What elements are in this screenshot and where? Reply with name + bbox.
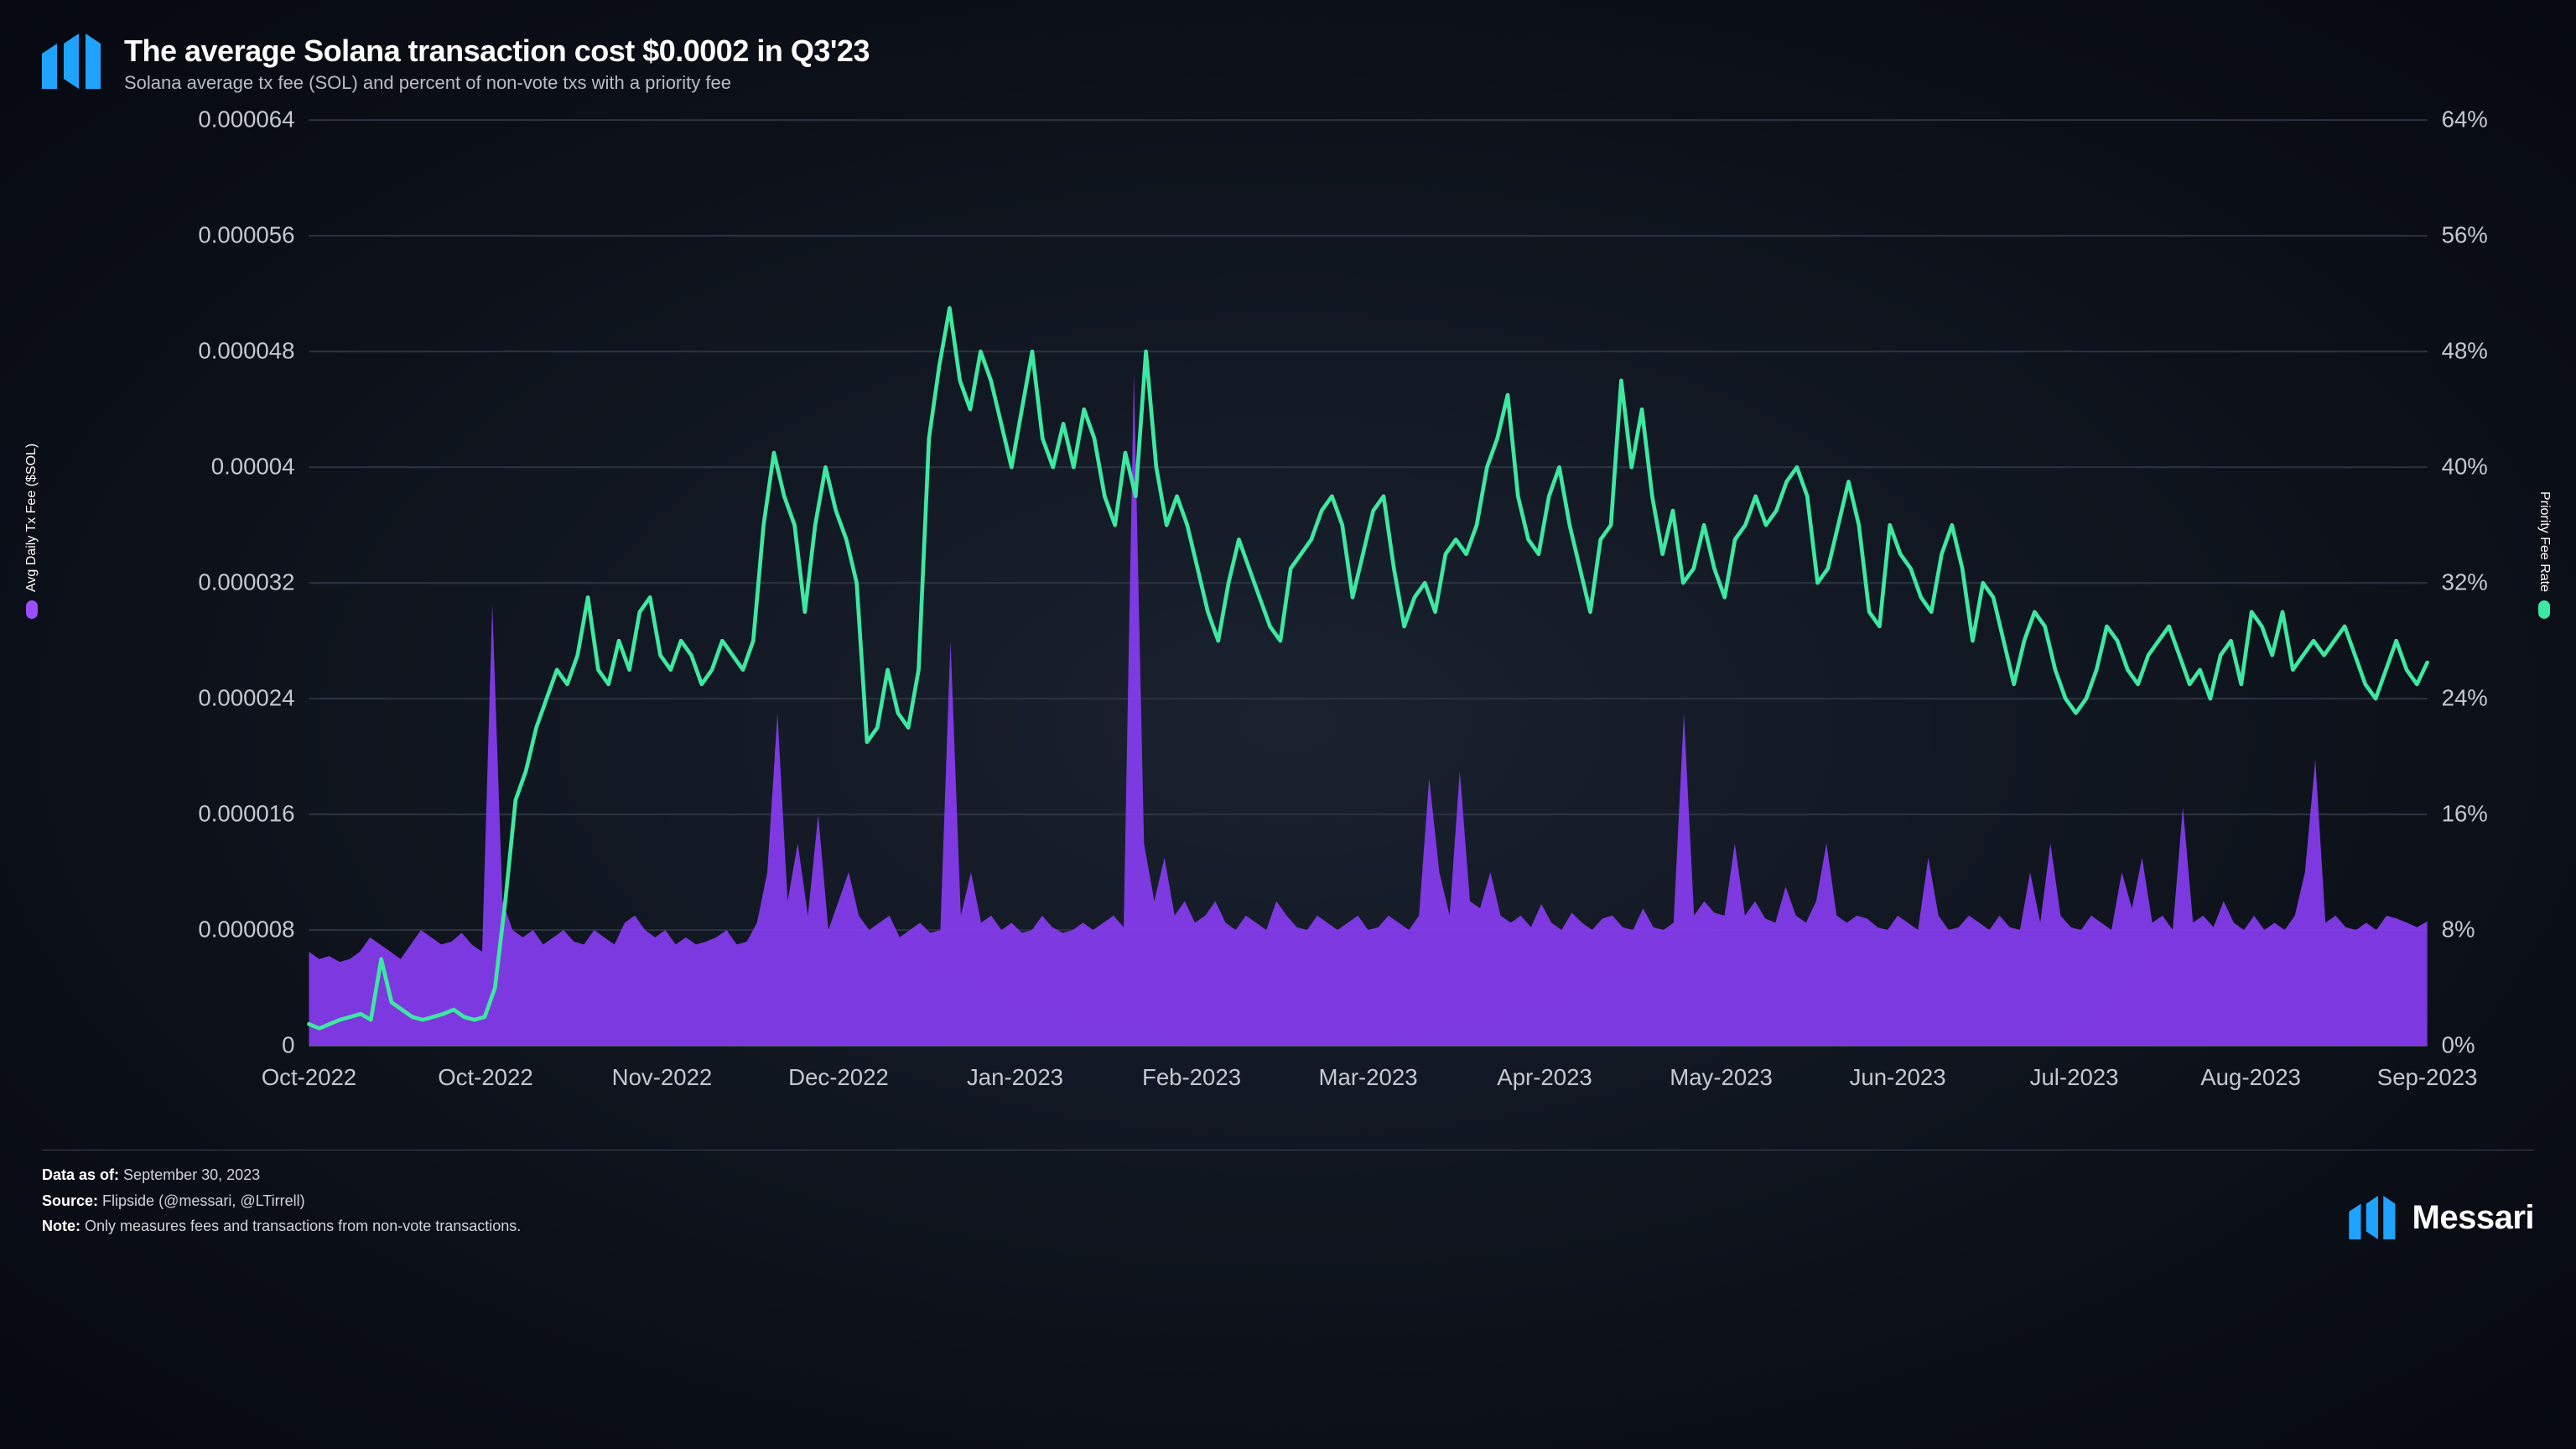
svg-text:0.000048: 0.000048 [198, 338, 294, 364]
svg-text:64%: 64% [2442, 106, 2488, 132]
svg-text:0.000064: 0.000064 [198, 106, 294, 132]
brand-name: Messari [2412, 1199, 2534, 1237]
header: The average Solana transaction cost $0.0… [42, 34, 2534, 94]
svg-text:Oct-2022: Oct-2022 [438, 1064, 532, 1090]
right-axis-label: Priority Fee Rate [2537, 491, 2552, 619]
chart-subtitle: Solana average tx fee (SOL) and percent … [124, 72, 870, 94]
source-value: Flipside (@messari, @LTirrell) [102, 1192, 305, 1209]
svg-text:0.00004: 0.00004 [211, 454, 295, 480]
svg-text:32%: 32% [2442, 569, 2488, 595]
footer-meta: Data as of: September 30, 2023 Source: F… [42, 1162, 521, 1239]
svg-text:56%: 56% [2442, 222, 2488, 248]
svg-text:16%: 16% [2442, 801, 2488, 827]
note-value: Only measures fees and transactions from… [85, 1218, 521, 1234]
data-as-of-value: September 30, 2023 [123, 1166, 260, 1183]
chart-svg: 0 0% 0.000008 8% 0.000016 16% 0.000024 24% 0.000… [42, 102, 2534, 1135]
left-axis-swatch [26, 600, 38, 619]
chart-container: Avg Daily Tx Fee ($SOL) Priority Fee Rat… [42, 102, 2534, 1135]
svg-text:Jun-2023: Jun-2023 [1850, 1064, 1946, 1090]
svg-text:24%: 24% [2442, 685, 2488, 711]
right-axis-swatch [2538, 600, 2550, 619]
svg-text:Aug-2023: Aug-2023 [2200, 1064, 2301, 1090]
chart-title: The average Solana transaction cost $0.0… [124, 34, 870, 69]
svg-text:Apr-2023: Apr-2023 [1497, 1064, 1592, 1090]
svg-text:8%: 8% [2442, 917, 2475, 943]
svg-text:0%: 0% [2442, 1032, 2475, 1058]
data-as-of-label: Data as of: [42, 1166, 119, 1183]
left-axis-label: Avg Daily Tx Fee ($SOL) [24, 443, 39, 618]
svg-text:48%: 48% [2442, 338, 2488, 364]
footer: Data as of: September 30, 2023 Source: F… [42, 1162, 2534, 1239]
svg-text:Nov-2022: Nov-2022 [612, 1064, 713, 1090]
messari-logo-icon [2349, 1196, 2401, 1239]
svg-text:0.000008: 0.000008 [198, 917, 294, 943]
messari-logo-icon [42, 34, 107, 89]
svg-text:Mar-2023: Mar-2023 [1319, 1064, 1418, 1090]
svg-text:40%: 40% [2442, 454, 2488, 480]
svg-text:Jul-2023: Jul-2023 [2030, 1064, 2119, 1090]
svg-text:Jan-2023: Jan-2023 [967, 1064, 1063, 1090]
svg-text:Feb-2023: Feb-2023 [1142, 1064, 1241, 1090]
note-label: Note: [42, 1218, 80, 1234]
svg-text:0.000024: 0.000024 [198, 685, 294, 711]
svg-text:0.000032: 0.000032 [198, 569, 294, 595]
svg-text:0: 0 [282, 1032, 294, 1058]
svg-text:Dec-2022: Dec-2022 [788, 1064, 889, 1090]
svg-text:0.000016: 0.000016 [198, 801, 294, 827]
svg-text:May-2023: May-2023 [1670, 1064, 1773, 1090]
svg-text:0.000056: 0.000056 [198, 222, 294, 248]
svg-text:Sep-2023: Sep-2023 [2377, 1064, 2478, 1090]
brand: Messari [2349, 1196, 2534, 1239]
source-label: Source: [42, 1192, 98, 1209]
svg-text:Oct-2022: Oct-2022 [262, 1064, 356, 1090]
